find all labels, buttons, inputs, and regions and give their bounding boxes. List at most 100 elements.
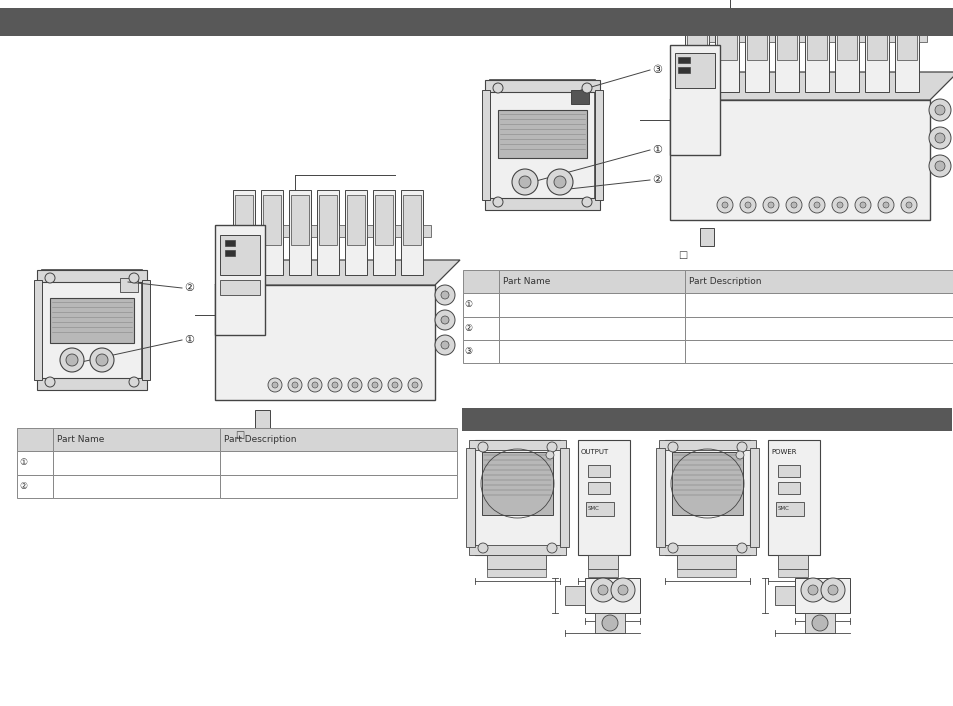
Bar [778, 555, 807, 569]
Bar [481, 452, 553, 515]
Bar [659, 440, 755, 450]
Bar [402, 195, 420, 245]
Ellipse shape [435, 285, 455, 305]
Ellipse shape [288, 378, 302, 392]
Ellipse shape [554, 176, 565, 188]
Bar [684, 10, 708, 92]
Bar [486, 569, 545, 577]
Bar [684, 340, 953, 363]
Ellipse shape [831, 197, 847, 213]
Ellipse shape [546, 543, 557, 553]
Bar [656, 448, 664, 547]
Ellipse shape [717, 197, 732, 213]
Ellipse shape [821, 578, 844, 602]
Ellipse shape [440, 316, 449, 324]
Bar [481, 90, 490, 200]
Bar [659, 545, 755, 555]
Ellipse shape [790, 202, 796, 208]
Bar [918, 30, 926, 42]
Bar [804, 10, 828, 92]
Ellipse shape [735, 451, 743, 459]
Ellipse shape [45, 273, 55, 283]
Bar [17, 474, 53, 498]
Ellipse shape [368, 378, 381, 392]
Bar [225, 240, 234, 246]
Text: ②: ② [651, 175, 661, 185]
Text: Part Name: Part Name [57, 435, 105, 444]
Bar [37, 378, 147, 390]
Ellipse shape [807, 585, 817, 595]
Ellipse shape [512, 169, 537, 195]
Bar [778, 482, 800, 494]
Bar [37, 270, 147, 282]
Ellipse shape [601, 615, 618, 631]
Bar [395, 225, 402, 237]
Ellipse shape [308, 378, 322, 392]
Bar [587, 555, 618, 569]
Ellipse shape [882, 202, 888, 208]
Bar [490, 80, 595, 210]
Bar [461, 408, 951, 431]
Bar [888, 30, 896, 42]
Ellipse shape [518, 176, 531, 188]
Bar [120, 278, 138, 292]
Ellipse shape [813, 202, 820, 208]
Bar [338, 225, 347, 237]
Ellipse shape [808, 197, 824, 213]
Ellipse shape [129, 377, 139, 387]
Ellipse shape [859, 202, 865, 208]
Bar [34, 280, 42, 380]
Ellipse shape [667, 442, 678, 452]
Ellipse shape [66, 354, 78, 366]
Bar [595, 90, 602, 200]
Bar [17, 451, 53, 474]
Bar [316, 190, 338, 275]
Bar [564, 586, 584, 605]
Bar [669, 100, 929, 220]
Bar [263, 195, 281, 245]
Ellipse shape [546, 169, 573, 195]
Ellipse shape [435, 310, 455, 330]
Bar [497, 110, 586, 158]
Ellipse shape [667, 543, 678, 553]
Bar [469, 545, 565, 555]
Bar [53, 451, 220, 474]
Bar [220, 428, 456, 451]
Bar [714, 10, 739, 92]
Text: ①: ① [19, 458, 28, 467]
Bar [486, 555, 545, 569]
Ellipse shape [546, 442, 557, 452]
Bar [749, 448, 759, 547]
Ellipse shape [328, 378, 341, 392]
Bar [375, 195, 393, 245]
Bar [214, 285, 435, 400]
Ellipse shape [292, 382, 297, 388]
Ellipse shape [744, 202, 750, 208]
Bar [799, 30, 806, 42]
Bar [671, 452, 742, 515]
Text: Part Description: Part Description [224, 435, 296, 444]
Ellipse shape [493, 83, 502, 93]
Ellipse shape [590, 578, 615, 602]
Text: OUTPUT: OUTPUT [580, 449, 609, 455]
Text: ②: ② [184, 283, 193, 293]
Ellipse shape [129, 273, 139, 283]
Text: ②: ② [464, 324, 473, 333]
Bar [894, 10, 918, 92]
Bar [400, 190, 422, 275]
Bar [776, 15, 796, 60]
Bar [595, 613, 624, 633]
Bar [422, 225, 431, 237]
Text: Part Description: Part Description [688, 277, 760, 286]
Bar [739, 30, 746, 42]
Ellipse shape [836, 202, 842, 208]
Ellipse shape [581, 197, 592, 207]
Polygon shape [669, 72, 953, 100]
Ellipse shape [740, 197, 755, 213]
Ellipse shape [45, 377, 55, 387]
Text: □: □ [234, 430, 244, 440]
Bar [53, 474, 220, 498]
Ellipse shape [388, 378, 401, 392]
Ellipse shape [412, 382, 417, 388]
Ellipse shape [934, 105, 944, 115]
